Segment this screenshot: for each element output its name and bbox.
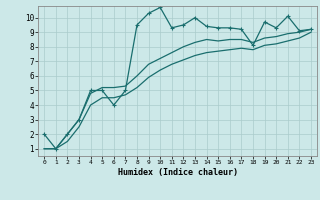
X-axis label: Humidex (Indice chaleur): Humidex (Indice chaleur) [118,168,238,177]
